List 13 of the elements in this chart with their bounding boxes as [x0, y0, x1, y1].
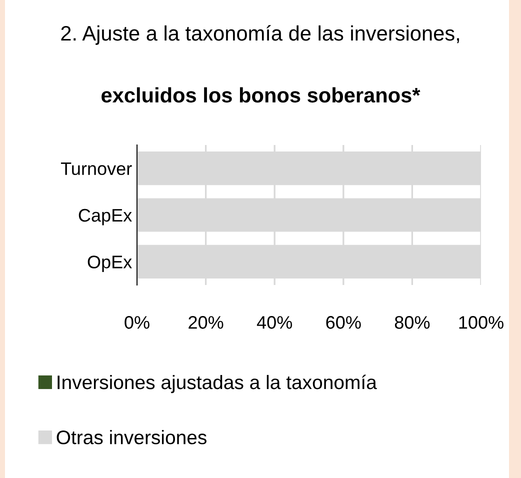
- x-tick-label: 80%: [394, 316, 430, 329]
- y-tick-label: Turnover: [60, 162, 132, 176]
- legend-label: Inversiones ajustadas a la taxonomía: [58, 374, 377, 394]
- y-tick-label: OpEx: [88, 256, 132, 272]
- chart-subtitle: excluidos los bonos soberanos*: [102, 87, 420, 103]
- x-tick-label: 20%: [188, 316, 224, 329]
- chart-title: 2. Ajuste a la taxonomía de las inversiones,: [61, 25, 459, 45]
- legend-label: Otras inversiones: [56, 430, 206, 444]
- x-tick-label: 0%: [124, 316, 150, 329]
- x-tick-label: 40%: [256, 316, 292, 329]
- x-tick-label: 60%: [326, 316, 361, 329]
- y-tick-label: CapEx: [78, 208, 132, 226]
- x-tick-label: 100%: [459, 316, 504, 329]
